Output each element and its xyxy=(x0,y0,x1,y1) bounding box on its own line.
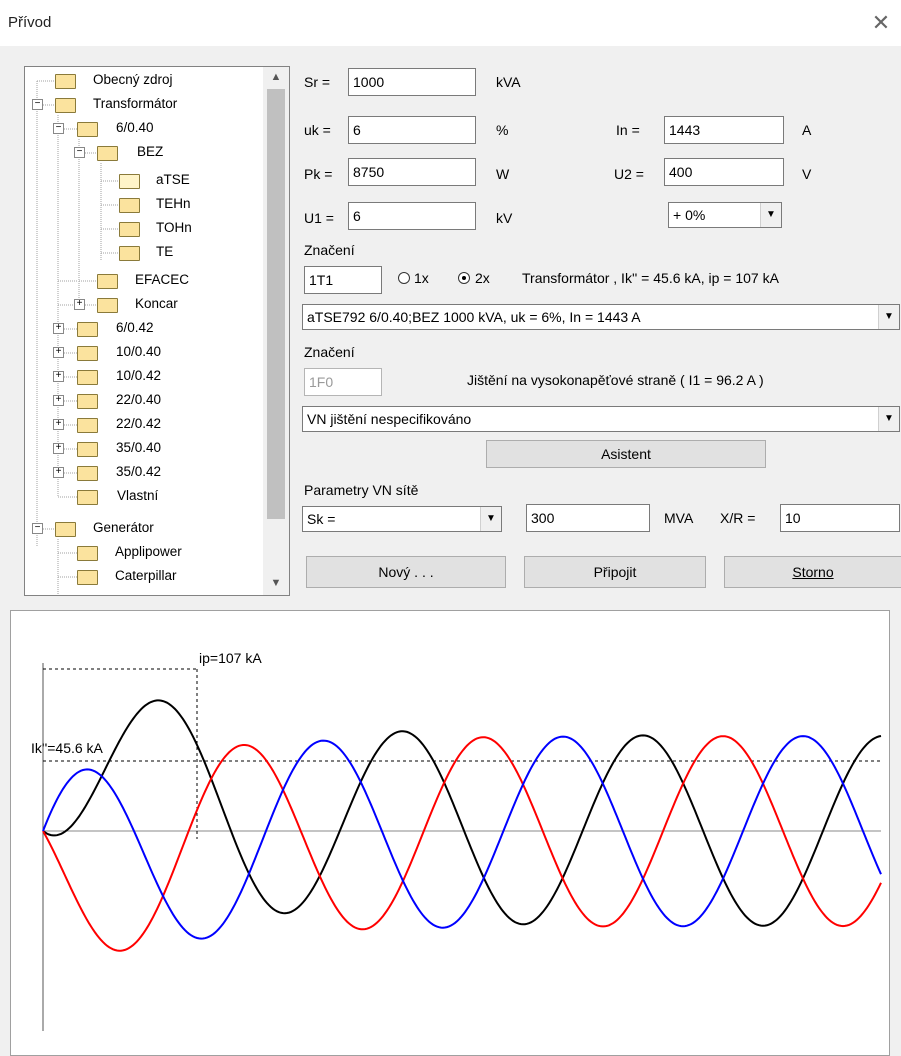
uk-label: uk = xyxy=(304,122,331,138)
radio-1x[interactable] xyxy=(398,272,410,284)
xr-input[interactable]: 10 xyxy=(780,504,900,532)
in-input[interactable]: 1443 xyxy=(664,116,784,144)
expand-icon[interactable]: + xyxy=(53,371,64,382)
scroll-up-icon[interactable]: ▲ xyxy=(270,71,282,83)
assistant-button[interactable]: Asistent xyxy=(486,440,766,468)
sk-unit: MVA xyxy=(664,510,694,526)
transformer-type-select[interactable]: aTSE792 6/0.40;BEZ 1000 kVA, uk = 6%, In… xyxy=(302,304,900,330)
folder-icon xyxy=(77,418,98,433)
sr-unit: kVA xyxy=(496,74,521,90)
u2-input[interactable]: 400 xyxy=(664,158,784,186)
hv-designation-label: Značení xyxy=(304,344,355,360)
folder-icon xyxy=(77,370,98,385)
radio-1x-label: 1x xyxy=(414,270,429,286)
waveform-canvas: ip=107 kA Ik''=45.6 kA xyxy=(31,650,882,1031)
dialog-body: Obecný zdroj − Transformátor −6/0.40 − BEZ… xyxy=(0,46,901,600)
chevron-down-icon[interactable]: ▼ xyxy=(878,407,899,431)
uk-unit: % xyxy=(496,122,509,138)
expand-icon[interactable]: + xyxy=(53,323,64,334)
tap-select[interactable]: + 0% ▼ xyxy=(668,202,782,228)
new-button[interactable]: Nový . . . xyxy=(306,556,506,588)
scroll-thumb[interactable] xyxy=(267,89,285,519)
folder-icon xyxy=(55,522,76,537)
transformer-designation-input[interactable]: 1T1 xyxy=(304,266,382,294)
phase2-waveform xyxy=(42,735,882,952)
chevron-down-icon[interactable]: ▼ xyxy=(760,203,781,227)
xr-label: X/R = xyxy=(720,510,756,526)
sr-label: Sr = xyxy=(304,74,331,90)
in-label: In = xyxy=(616,122,640,138)
folder-icon xyxy=(55,74,76,89)
ip-label: ip=107 kA xyxy=(199,650,262,666)
folder-icon xyxy=(77,346,98,361)
folder-icon xyxy=(119,222,140,237)
folder-icon xyxy=(55,98,76,113)
expand-icon[interactable]: + xyxy=(53,443,64,454)
folder-icon xyxy=(97,146,118,161)
graph-panel: ip=107 kA Ik''=45.6 kA xyxy=(0,600,901,1056)
pk-unit: W xyxy=(496,166,510,182)
pk-input[interactable]: 8750 xyxy=(348,158,476,186)
collapse-icon[interactable]: − xyxy=(32,99,43,110)
transformer-designation-label: Značení xyxy=(304,242,355,258)
title-bar: Přívod ✕ xyxy=(0,0,901,46)
in-unit: A xyxy=(802,122,812,138)
chevron-down-icon[interactable]: ▼ xyxy=(480,507,501,531)
folder-icon xyxy=(77,442,98,457)
folder-icon xyxy=(97,298,118,313)
ik-label: Ik''=45.6 kA xyxy=(31,740,104,756)
uk-input[interactable]: 6 xyxy=(348,116,476,144)
sk-select[interactable]: Sk = ▼ xyxy=(302,506,502,532)
sr-input[interactable]: 1000 xyxy=(348,68,476,96)
folder-icon xyxy=(77,546,98,561)
folder-icon xyxy=(77,570,98,585)
expand-icon[interactable]: + xyxy=(53,395,64,406)
u2-unit: V xyxy=(802,166,812,182)
folder-icon xyxy=(77,394,98,409)
expand-icon[interactable]: + xyxy=(53,467,64,478)
pk-label: Pk = xyxy=(304,166,333,182)
open-folder-icon xyxy=(119,174,140,189)
u1-label: U1 = xyxy=(304,210,334,226)
radio-2x-label: 2x xyxy=(475,270,490,286)
connect-button[interactable]: Připojit xyxy=(524,556,706,588)
scroll-down-icon[interactable]: ▼ xyxy=(270,577,282,589)
folder-icon xyxy=(77,490,98,505)
u1-unit: kV xyxy=(496,210,513,226)
tree-scrollbar[interactable]: ▲ ▼ xyxy=(263,67,289,595)
transformer-info: Transformátor , Ik'' = 45.6 kA, ip = 107… xyxy=(522,270,779,286)
hv-designation-input: 1F0 xyxy=(304,368,382,396)
folder-icon xyxy=(77,466,98,481)
folder-icon xyxy=(77,122,98,137)
cancel-button[interactable]: Storno xyxy=(724,556,901,588)
tree-lines xyxy=(36,80,119,595)
short-circuit-graph: ip=107 kA Ik''=45.6 kA xyxy=(10,610,890,1056)
expand-icon[interactable]: + xyxy=(53,419,64,430)
collapse-icon[interactable]: − xyxy=(74,147,85,158)
folder-icon xyxy=(119,198,140,213)
folder-icon xyxy=(119,246,140,261)
network-params-label: Parametry VN sítě xyxy=(304,482,419,498)
radio-2x[interactable] xyxy=(458,272,470,284)
expand-icon[interactable]: + xyxy=(74,299,85,310)
phase3-waveform xyxy=(42,735,882,940)
expand-icon[interactable]: + xyxy=(53,347,64,358)
window-title: Přívod xyxy=(8,14,52,31)
hv-protection-info: Jištění na vysokonapěťové straně ( I1 = … xyxy=(467,372,764,388)
folder-icon xyxy=(77,322,98,337)
phase1-waveform xyxy=(42,699,882,927)
folder-icon xyxy=(97,274,118,289)
source-tree[interactable]: Obecný zdroj − Transformátor −6/0.40 − BEZ… xyxy=(24,66,290,596)
close-icon[interactable]: ✕ xyxy=(871,10,891,35)
u2-label: U2 = xyxy=(614,166,644,182)
collapse-icon[interactable]: − xyxy=(32,523,43,534)
collapse-icon[interactable]: − xyxy=(53,123,64,134)
chevron-down-icon[interactable]: ▼ xyxy=(878,305,899,329)
sk-input[interactable]: 300 xyxy=(526,504,650,532)
u1-input[interactable]: 6 xyxy=(348,202,476,230)
hv-protection-select[interactable]: VN jištění nespecifikováno ▼ xyxy=(302,406,900,432)
